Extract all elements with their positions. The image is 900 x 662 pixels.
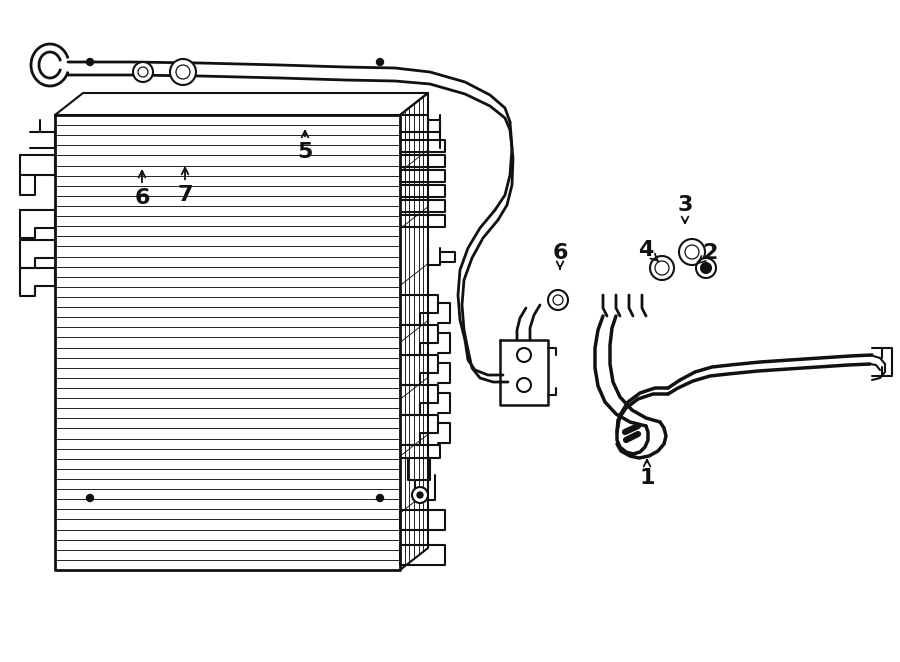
Circle shape xyxy=(376,58,383,66)
Circle shape xyxy=(138,67,148,77)
Circle shape xyxy=(376,495,383,502)
Circle shape xyxy=(548,290,568,310)
Circle shape xyxy=(685,245,699,259)
Circle shape xyxy=(176,65,190,79)
Text: 4: 4 xyxy=(638,240,659,261)
Circle shape xyxy=(650,256,674,280)
Circle shape xyxy=(696,258,716,278)
Text: 5: 5 xyxy=(297,131,312,162)
Circle shape xyxy=(417,492,423,498)
Circle shape xyxy=(412,487,428,503)
Circle shape xyxy=(86,58,94,66)
Circle shape xyxy=(701,263,711,273)
Text: 1: 1 xyxy=(639,460,655,488)
Circle shape xyxy=(553,295,563,305)
Text: 2: 2 xyxy=(698,243,717,264)
Text: 3: 3 xyxy=(678,195,693,223)
Text: 6: 6 xyxy=(553,243,568,269)
Text: 6: 6 xyxy=(134,171,149,208)
Circle shape xyxy=(170,59,196,85)
Circle shape xyxy=(133,62,153,82)
Circle shape xyxy=(655,261,669,275)
Circle shape xyxy=(517,378,531,392)
Text: 7: 7 xyxy=(177,167,193,205)
Circle shape xyxy=(517,348,531,362)
Circle shape xyxy=(679,239,705,265)
Circle shape xyxy=(86,495,94,502)
